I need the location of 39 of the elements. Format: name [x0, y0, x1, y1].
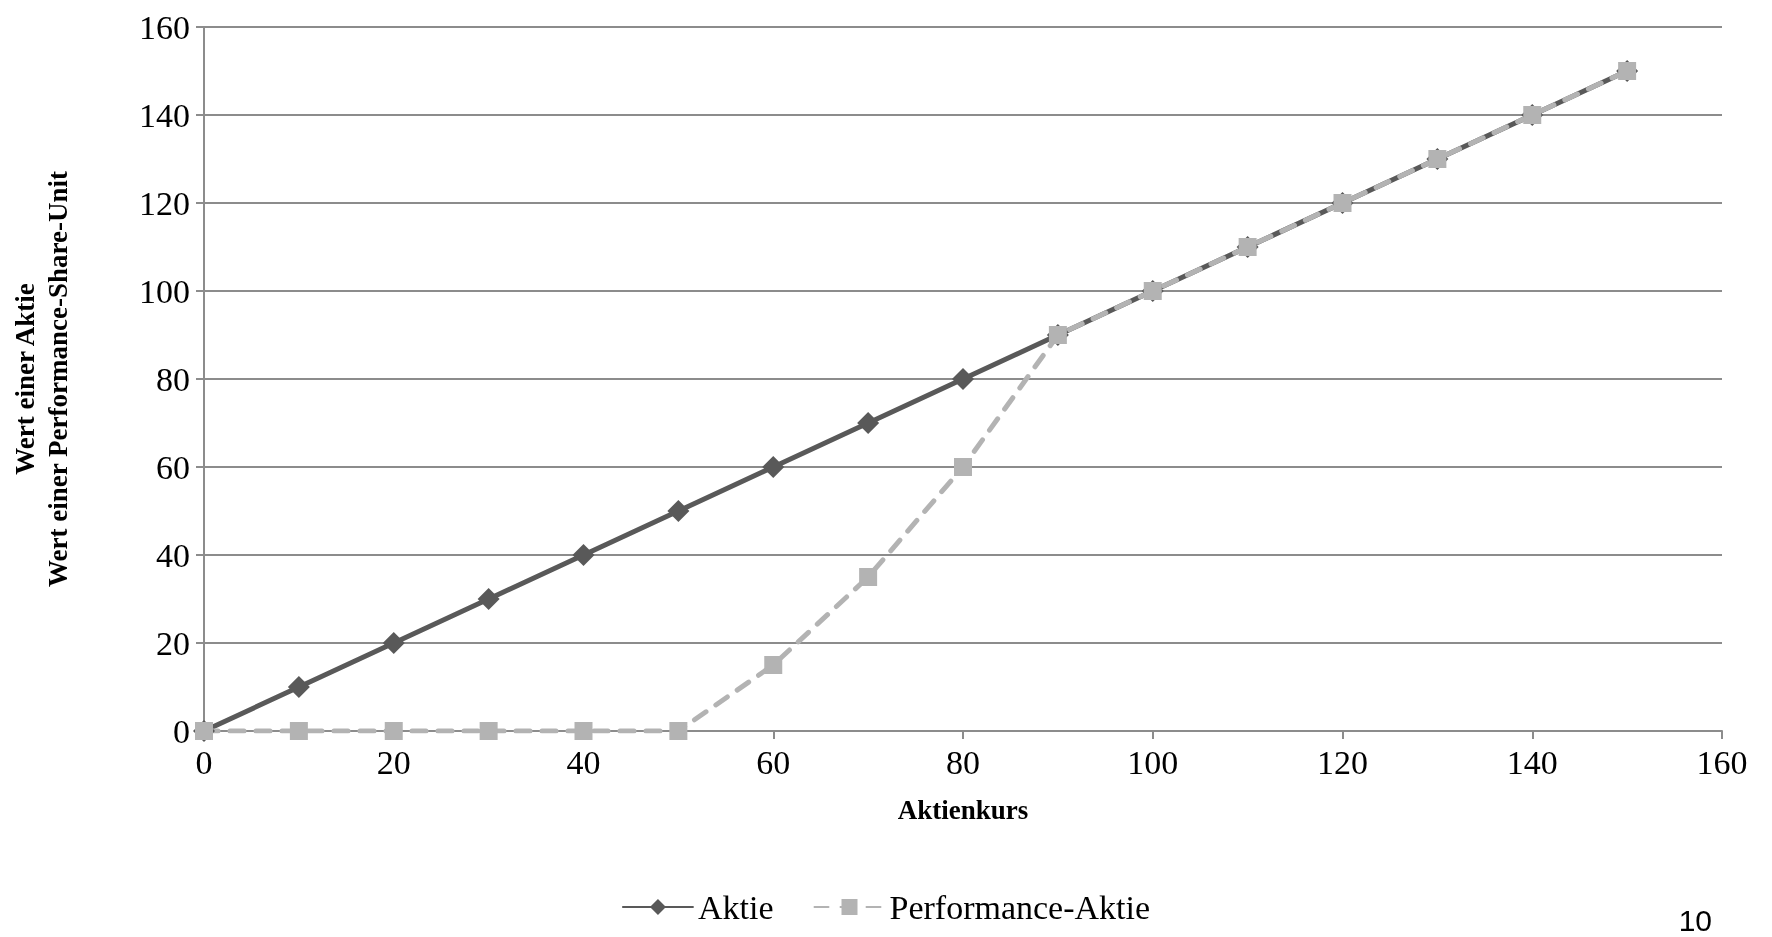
point — [572, 544, 595, 566]
x-tick-label: 40 — [566, 743, 601, 781]
x-tick-label: 100 — [1127, 743, 1179, 781]
x-tick-label: 80 — [946, 743, 980, 781]
y-tick-label: 140 — [139, 96, 190, 134]
x-axis-title: Aktienkurs — [897, 794, 1029, 825]
point — [479, 722, 498, 740]
x-tick-label: 0 — [195, 743, 213, 781]
y-tick-label: 160 — [139, 8, 190, 46]
y-tick-label: 40 — [156, 536, 190, 574]
point — [289, 722, 308, 740]
legend-label: Aktie — [697, 888, 774, 926]
y-tick-label: 80 — [156, 360, 190, 398]
y-tick-label: 60 — [156, 448, 190, 486]
point — [859, 568, 878, 586]
text: 10 — [1678, 903, 1713, 937]
point — [287, 676, 310, 698]
point — [477, 588, 500, 610]
point — [762, 456, 785, 478]
x-tick-label: 20 — [376, 743, 411, 781]
y-tick-label: 0 — [173, 712, 190, 750]
x-tick-label: 160 — [1696, 743, 1748, 781]
point — [764, 656, 783, 674]
point — [382, 632, 405, 654]
point — [574, 722, 593, 740]
y-axis-title: Wert einer Aktie Wert einer Performance-Share-Unit — [9, 171, 73, 587]
point — [384, 722, 403, 740]
point — [667, 500, 690, 522]
x-tick-label: 140 — [1506, 743, 1558, 781]
y-tick-label: 120 — [139, 184, 190, 222]
y-tick-label: 100 — [139, 272, 190, 310]
point — [954, 458, 972, 476]
point — [669, 722, 688, 740]
y-tick-label: 20 — [156, 624, 190, 662]
point — [952, 368, 974, 390]
x-tick-label: 120 — [1317, 743, 1368, 781]
x-tick-label: 60 — [756, 743, 791, 781]
legend-label: Performance-Aktie — [889, 888, 1151, 926]
point — [857, 412, 880, 434]
